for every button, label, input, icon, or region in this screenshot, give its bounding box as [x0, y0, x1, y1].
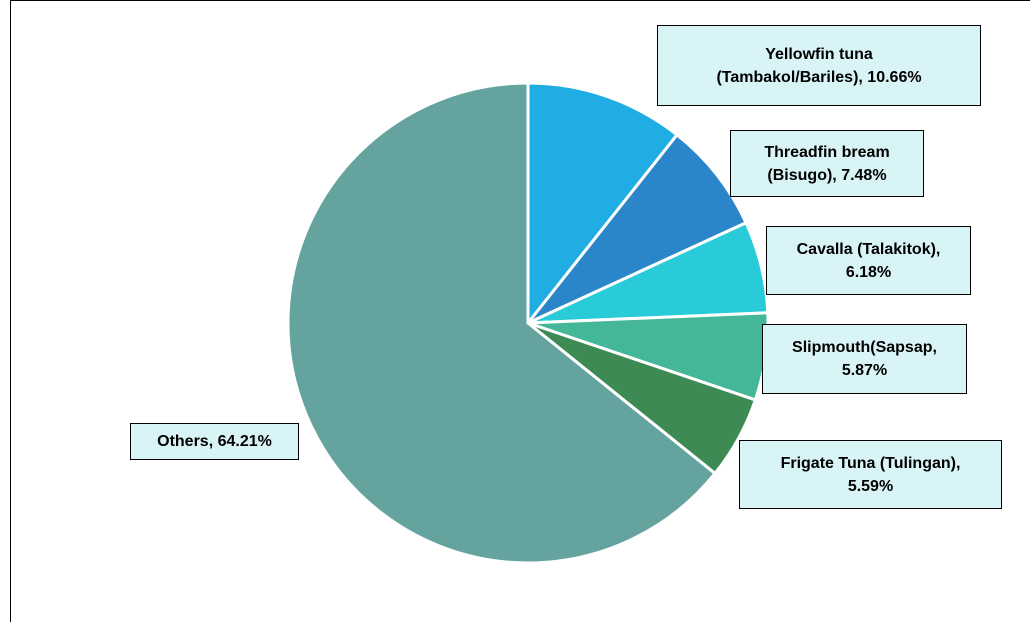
slice-label-slipmouth-line1: Slipmouth(Sapsap, — [792, 339, 937, 356]
slice-label-frigate: Frigate Tuna (Tulingan), 5.59% — [739, 440, 1002, 509]
pie-slice-yellowfin-tuna-tambakol-bariles — [526, 81, 680, 328]
slice-label-slipmouth-line2: 5.87% — [841, 362, 888, 379]
slice-label-yellowfin-line2: (Tambakol/Bariles), 10.66% — [716, 68, 922, 86]
slice-label-slipmouth: Slipmouth(Sapsap, 5.87% — [762, 324, 967, 394]
slice-label-threadfin: Threadfin bream (Bisugo), 7.48% — [730, 130, 924, 197]
slice-label-frigate-line2: 5.59% — [847, 477, 894, 495]
slice-label-yellowfin: Yellowfin tuna (Tambakol/Bariles), 10.66… — [657, 25, 981, 106]
slice-label-threadfin-line2: (Bisugo), 7.48% — [767, 166, 887, 184]
slice-label-others-line1: Others, 64.21% — [157, 433, 272, 450]
pie-slices — [286, 81, 770, 565]
pie-slice-others — [286, 81, 718, 565]
pie-slice-threadfin-bream-bisugo — [526, 132, 749, 325]
slice-label-others: Others, 64.21% — [130, 423, 299, 460]
pie-chart — [286, 81, 770, 565]
slice-label-cavalla-line1: Cavalla (Talakitok), — [796, 240, 941, 258]
slice-label-cavalla: Cavalla (Talakitok), 6.18% — [766, 226, 971, 295]
slice-label-yellowfin-line1: Yellowfin tuna — [765, 45, 873, 63]
slice-label-frigate-line1: Frigate Tuna (Tulingan), — [780, 454, 961, 472]
chart-area: Yellowfin tuna (Tambakol/Bariles), 10.66… — [10, 0, 1030, 622]
slice-label-threadfin-line1: Threadfin bream — [764, 143, 890, 161]
slice-label-cavalla-line2: 6.18% — [845, 263, 892, 281]
